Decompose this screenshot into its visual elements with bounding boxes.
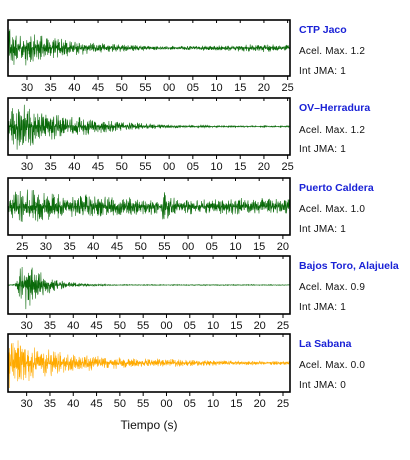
- x-tick-label: 50: [116, 161, 128, 173]
- accel-max-ov-herradura: Acel. Max. 1.2: [299, 125, 366, 136]
- panel-frame: [7, 177, 291, 236]
- x-tick-label: 50: [116, 82, 128, 94]
- seismogram-panel: 30 35 40 45 50 55 00 05 10 15 20 25: [7, 333, 291, 410]
- panel-frame: [7, 97, 291, 156]
- x-tick-label: 30: [21, 161, 33, 173]
- x-tick-label: 00: [163, 161, 175, 173]
- x-tick-label: 45: [90, 320, 102, 332]
- x-tick-label: 00: [182, 241, 194, 253]
- x-tick-label: 55: [137, 398, 149, 410]
- x-tick-label: 40: [67, 320, 79, 332]
- waveform-trace: [7, 104, 291, 150]
- x-tick-label: 50: [135, 241, 147, 253]
- x-tick-label: 10: [210, 82, 222, 94]
- accel-max-bajos-toro: Acel. Max. 0.9: [299, 282, 366, 293]
- x-tick-label: 05: [184, 398, 196, 410]
- int-jma-ov-herradura: Int JMA: 1: [299, 144, 347, 155]
- x-tick-label: 25: [16, 241, 28, 253]
- x-tick-label: 55: [139, 82, 151, 94]
- x-tick-label: 55: [137, 320, 149, 332]
- x-tick-label: 25: [282, 82, 294, 94]
- x-tick-label: 45: [92, 82, 104, 94]
- x-tick-label: 25: [277, 398, 289, 410]
- int-jma-bajos-toro: Int JMA: 1: [299, 302, 347, 313]
- x-tick-label: 45: [111, 241, 123, 253]
- x-tick-label: 05: [206, 241, 218, 253]
- x-tick-label: 30: [21, 398, 33, 410]
- seismogram-panel: 25 30 35 40 45 50 55 00 05 10 15 20: [7, 177, 291, 253]
- x-tick-label: 15: [234, 82, 246, 94]
- x-tick-label: 00: [160, 398, 172, 410]
- x-tick-label: 20: [258, 161, 270, 173]
- waveform-trace: [7, 340, 291, 389]
- x-tick-label: 35: [45, 161, 57, 173]
- panel-frame: [7, 255, 291, 315]
- x-tick-label: 40: [68, 82, 80, 94]
- x-tick-label: 20: [258, 82, 270, 94]
- x-tick-label: 25: [282, 161, 294, 173]
- int-jma-puerto-caldera: Int JMA: 1: [299, 224, 347, 235]
- waveform-trace: [7, 29, 291, 66]
- x-tick-label: 35: [63, 241, 75, 253]
- x-tick-label: 20: [254, 320, 266, 332]
- x-axis-label: Tiempo (s): [120, 418, 178, 432]
- seismogram-panel: 30 35 40 45 50 55 00 05 10 15 20 25: [7, 97, 294, 173]
- x-tick-label: 50: [114, 398, 126, 410]
- station-name-la-sabana: La Sabana: [299, 338, 352, 350]
- accel-max-puerto-caldera: Acel. Max. 1.0: [299, 204, 366, 215]
- x-tick-label: 00: [163, 82, 175, 94]
- waveform-trace: [7, 266, 291, 310]
- station-name-ctp-jaco: CTP Jaco: [299, 24, 347, 36]
- seismogram-panel: 30 35 40 45 50 55 00 05 10 15 20 25: [7, 255, 291, 332]
- x-tick-label: 40: [87, 241, 99, 253]
- accel-max-ctp-jaco: Acel. Max. 1.2: [299, 46, 366, 57]
- x-tick-label: 30: [40, 241, 52, 253]
- x-tick-label: 55: [158, 241, 170, 253]
- x-tick-label: 40: [67, 398, 79, 410]
- x-tick-label: 10: [207, 320, 219, 332]
- x-tick-label: 00: [160, 320, 172, 332]
- seismogram-panel: 30 35 40 45 50 55 00 05 10 15 20 25: [7, 19, 294, 94]
- x-tick-label: 40: [68, 161, 80, 173]
- x-tick-label: 10: [229, 241, 241, 253]
- panel-frame: [7, 19, 291, 77]
- x-tick-label: 35: [44, 398, 56, 410]
- panel-frame: [7, 333, 291, 393]
- x-tick-label: 15: [234, 161, 246, 173]
- x-tick-label: 15: [253, 241, 265, 253]
- int-jma-ctp-jaco: Int JMA: 1: [299, 66, 347, 77]
- x-tick-label: 05: [184, 320, 196, 332]
- x-tick-label: 30: [21, 320, 33, 332]
- int-jma-la-sabana: Int JMA: 0: [299, 380, 347, 391]
- x-tick-label: 10: [207, 398, 219, 410]
- x-tick-label: 20: [277, 241, 289, 253]
- x-tick-label: 45: [90, 398, 102, 410]
- station-name-bajos-toro: Bajos Toro, Alajuela: [299, 260, 399, 272]
- station-name-ov-herradura: OV–Herradura: [299, 102, 371, 114]
- x-tick-label: 05: [187, 82, 199, 94]
- x-tick-label: 20: [254, 398, 266, 410]
- accel-max-la-sabana: Acel. Max. 0.0: [299, 360, 366, 371]
- x-tick-label: 50: [114, 320, 126, 332]
- x-tick-label: 30: [21, 82, 33, 94]
- x-tick-label: 05: [187, 161, 199, 173]
- x-tick-label: 25: [277, 320, 289, 332]
- x-tick-label: 10: [210, 161, 222, 173]
- x-tick-label: 45: [92, 161, 104, 173]
- x-tick-label: 15: [230, 320, 242, 332]
- waveform-trace: [7, 189, 291, 222]
- station-name-puerto-caldera: Puerto Caldera: [299, 182, 374, 194]
- x-tick-label: 35: [44, 320, 56, 332]
- x-tick-label: 55: [139, 161, 151, 173]
- x-tick-label: 15: [230, 398, 242, 410]
- x-tick-label: 35: [45, 82, 57, 94]
